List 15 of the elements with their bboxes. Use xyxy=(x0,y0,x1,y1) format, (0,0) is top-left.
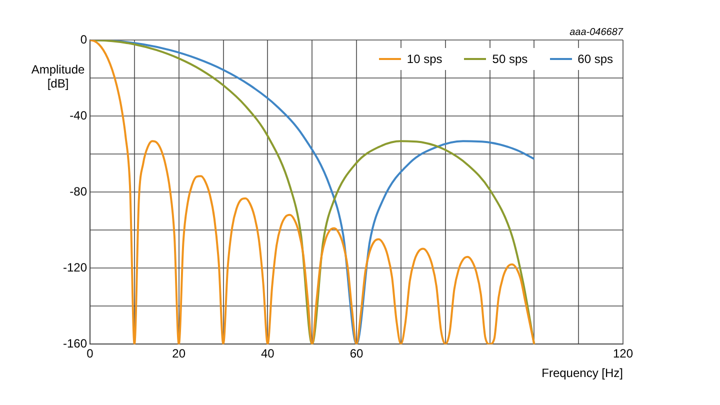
text: aaa-046687 xyxy=(570,26,624,38)
y-tick-label: -80 xyxy=(70,184,88,198)
y-tick-label: -160 xyxy=(62,336,88,351)
y-axis-title: Amplitude [dB] xyxy=(31,62,86,90)
legend-label: 50 sps xyxy=(492,52,528,66)
legend-label: 10 sps xyxy=(406,52,442,66)
x-axis-title: Frequency [Hz] xyxy=(542,366,623,380)
x-tick-label: 20 xyxy=(172,346,186,361)
legend-label: 60 sps xyxy=(578,52,613,66)
x-tick-label: 60 xyxy=(350,346,364,361)
x-tick-label: 40 xyxy=(261,346,275,361)
x-tick-label: 120 xyxy=(612,346,634,361)
y-tick-label: -120 xyxy=(62,260,88,274)
y-tick-label: 0 xyxy=(80,32,88,46)
y-tick-label: -40 xyxy=(70,108,88,122)
